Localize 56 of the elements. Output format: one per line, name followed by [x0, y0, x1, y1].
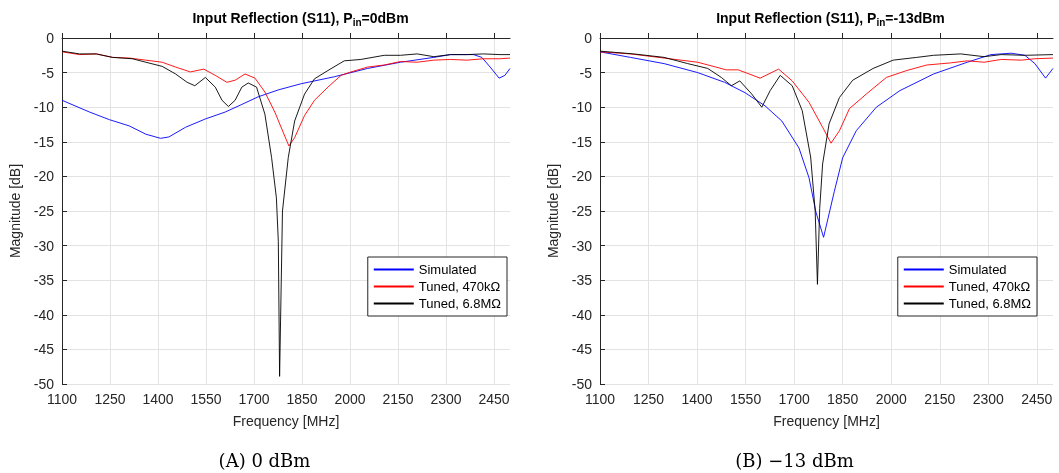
x-tick-label: 2450 — [478, 391, 510, 407]
legend-label: Tuned, 470kΩ — [948, 279, 1031, 294]
y-tick-label: -50 — [33, 376, 55, 392]
x-tick-label: 1850 — [827, 391, 859, 407]
y-tick-label: -10 — [33, 99, 55, 116]
y-tick-label: -25 — [33, 203, 55, 219]
text: (A) 0 dBm — [218, 449, 311, 471]
x-tick-label: 2300 — [430, 391, 462, 407]
y-tick-label: -45 — [33, 341, 55, 358]
y-tick-label: -10 — [571, 99, 593, 116]
x-tick-label: 2000 — [875, 391, 907, 407]
y-tick-label: -50 — [571, 376, 593, 392]
x-axis-title: Frequency [MHz] — [773, 413, 880, 429]
x-tick-label: 1250 — [632, 391, 665, 407]
x-tick-label: 1400 — [142, 391, 174, 407]
x-tick-label: 2450 — [1021, 391, 1053, 407]
legend-label: Tuned, 6.8MΩ — [948, 296, 1032, 311]
y-tick-label: -25 — [571, 203, 593, 219]
x-tick-label: 2150 — [924, 391, 956, 407]
y-tick-label: -30 — [571, 237, 593, 254]
y-tick-label: -35 — [33, 272, 55, 289]
x-tick-label: 1700 — [778, 391, 810, 407]
x-axis-title: Frequency [MHz] — [232, 413, 340, 429]
x-tick-label: 1400 — [681, 391, 713, 407]
legend-label: Tuned, 470kΩ — [418, 279, 501, 294]
y-tick-label: -5 — [41, 64, 55, 81]
y-tick-label: -35 — [571, 272, 593, 289]
x-tick-label: 1100 — [46, 391, 78, 407]
legend-label: Tuned, 6.8MΩ — [418, 296, 502, 311]
y-tick-label: 0 — [46, 30, 55, 46]
y-tick-label: -5 — [579, 64, 593, 81]
x-tick-label: 1100 — [584, 391, 616, 407]
text: (B) −13 dBm — [735, 449, 854, 471]
y-tick-label: -20 — [571, 168, 593, 185]
y-tick-label: 0 — [584, 30, 593, 46]
y-axis-title: Magnitude [dB] — [545, 163, 561, 259]
x-tick-label: 1850 — [286, 391, 318, 407]
y-tick-label: -15 — [33, 133, 55, 150]
legend-label: Simulated — [948, 262, 1007, 277]
line-series — [599, 51, 1054, 144]
x-tick-label: 1250 — [94, 391, 126, 407]
y-tick-label: -45 — [571, 341, 593, 358]
y-tick-label: -30 — [33, 237, 55, 254]
y-tick-label: -40 — [33, 306, 55, 323]
y-tick-label: -40 — [571, 306, 593, 323]
line-series — [61, 50, 511, 377]
y-tick-label: -20 — [33, 168, 55, 185]
x-tick-label: 2150 — [382, 391, 414, 407]
legend-label: Simulated — [418, 262, 477, 277]
x-tick-label: 1550 — [190, 391, 222, 407]
y-tick-label: -15 — [571, 133, 593, 150]
x-tick-label: 2300 — [972, 391, 1005, 407]
x-tick-label: 2000 — [334, 391, 366, 407]
x-tick-label: 1700 — [238, 391, 270, 407]
x-tick-label: 1550 — [730, 391, 762, 407]
y-axis-title: Magnitude [dB] — [7, 163, 23, 259]
